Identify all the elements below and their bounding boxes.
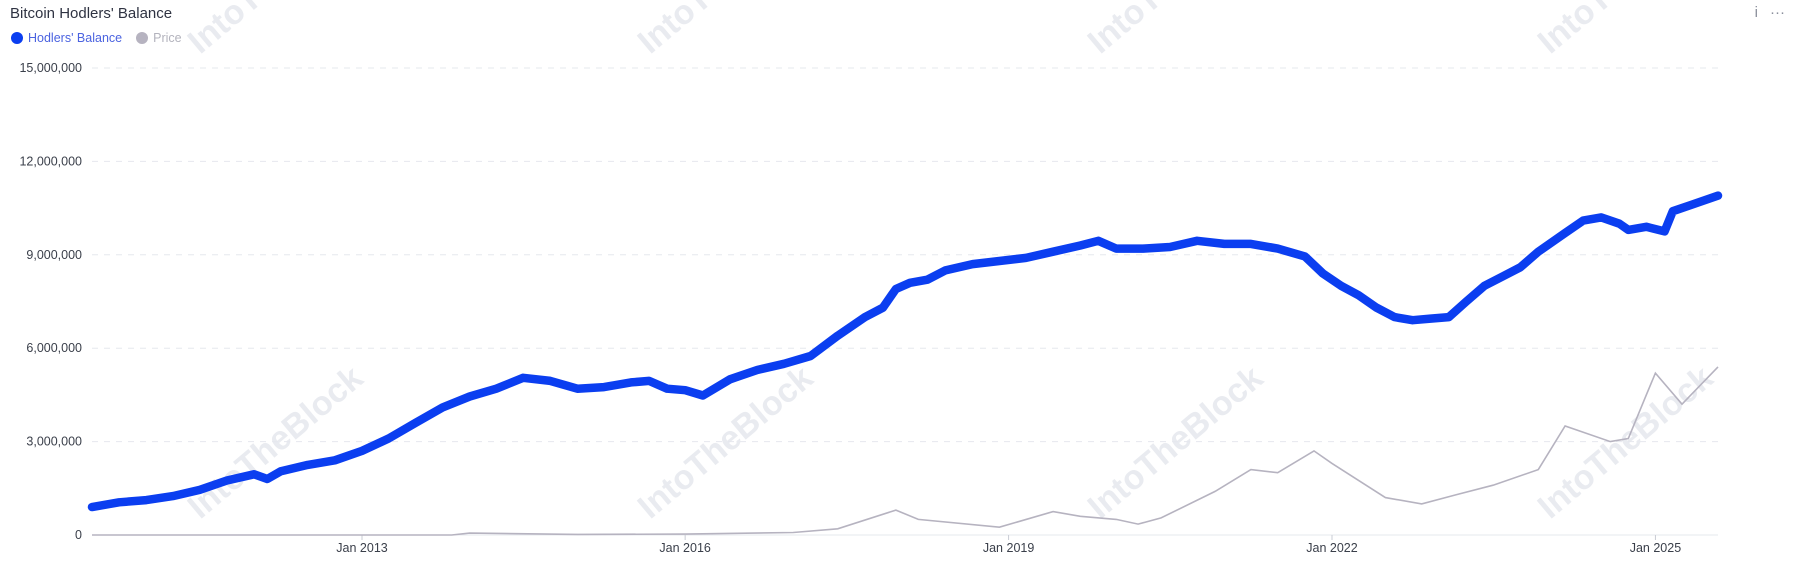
watermark-text: IntoTheBlock: [181, 359, 370, 527]
watermark-text: IntoTheBlock: [1081, 359, 1270, 527]
x-tick-label: Jan 2022: [1306, 541, 1357, 555]
chart-title: Bitcoin Hodlers' Balance: [10, 5, 173, 22]
y-tick-label: 9,000,000: [26, 248, 82, 262]
y-tick-label: 15,000,000: [19, 61, 82, 75]
legend: Hodlers' Balance Price: [11, 31, 182, 45]
x-tick-label: Jan 2025: [1630, 541, 1681, 555]
legend-dot-hodlers: [11, 32, 23, 44]
legend-item-hodlers[interactable]: Hodlers' Balance: [11, 31, 122, 45]
legend-dot-price: [136, 32, 149, 44]
grid-lines: [92, 67, 1718, 536]
watermark-text: IntoTheBlock: [181, 0, 370, 61]
x-tick-label: Jan 2013: [336, 541, 387, 555]
x-axis: Jan 2013 Jan 2016 Jan 2019 Jan 2022 Jan 2025: [336, 535, 1681, 555]
y-tick-label: 3,000,000: [26, 435, 82, 449]
legend-label-price: Price: [153, 31, 182, 45]
watermark-text: IntoTheBlock: [1081, 0, 1270, 61]
watermark-text: IntoTheBlock: [631, 0, 820, 61]
x-tick-label: Jan 2019: [983, 541, 1034, 555]
y-tick-label: 6,000,000: [26, 341, 82, 355]
watermark-text: IntoTheBlock: [1531, 359, 1720, 527]
y-tick-label: 12,000,000: [19, 154, 82, 168]
chart-toolbar: i ···: [1755, 4, 1785, 21]
y-tick-label: 0: [75, 528, 82, 542]
y-axis: 0 3,000,000 6,000,000 9,000,000 12,000,000 15…: [19, 61, 82, 542]
more-icon[interactable]: ···: [1770, 4, 1785, 21]
legend-item-price[interactable]: Price: [136, 31, 182, 45]
series-line-hodlers: [87, 191, 1723, 512]
info-icon[interactable]: i: [1754, 4, 1758, 21]
legend-label-hodlers: Hodlers' Balance: [28, 31, 123, 45]
series-line-price: [92, 366, 1719, 536]
x-tick-label: Jan 2016: [659, 541, 710, 555]
watermark-text: IntoTheBlock: [1531, 0, 1720, 61]
watermarks: IntoTheBlock IntoTheBlock IntoTheBlock Into…: [181, 0, 1720, 526]
